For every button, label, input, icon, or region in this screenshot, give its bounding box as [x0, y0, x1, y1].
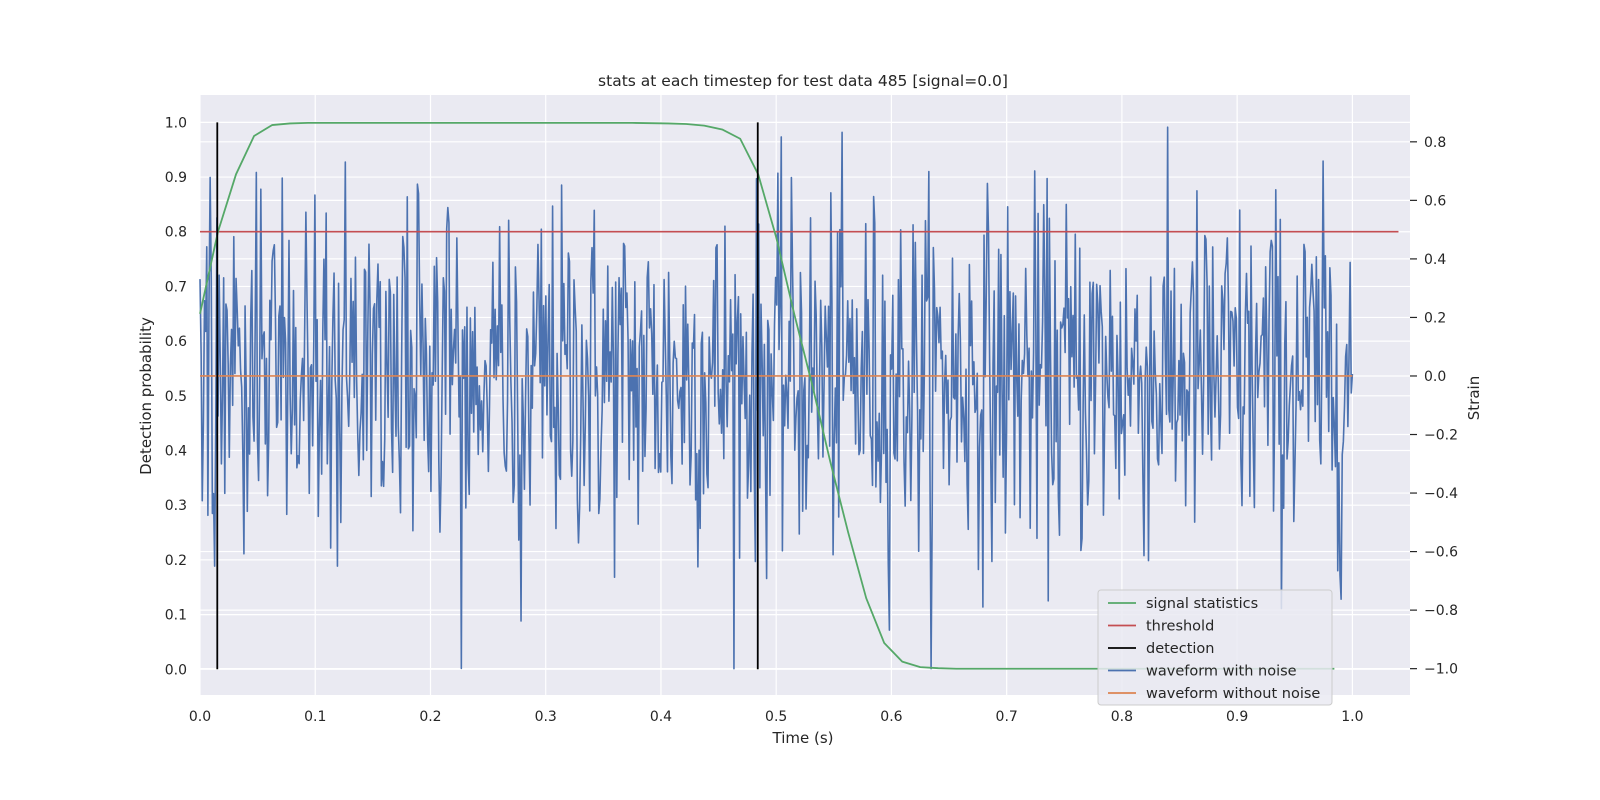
- x-tick-label: 0.3: [535, 709, 557, 725]
- x-tick-label: 0.8: [1111, 709, 1133, 725]
- y2-tick-label: −1.0: [1424, 662, 1458, 678]
- y-tick-label: 0.4: [165, 444, 187, 460]
- y2-axis-title: Strain: [1465, 376, 1483, 420]
- y-tick-label: 1.0: [165, 115, 187, 131]
- x-tick-label: 0.5: [765, 709, 787, 725]
- legend-label: waveform with noise: [1146, 664, 1297, 680]
- y-tick-label: 0.0: [165, 662, 187, 678]
- y2-tick-label: 0.4: [1424, 252, 1446, 268]
- y2-tick-label: −0.8: [1424, 603, 1458, 619]
- legend-label: detection: [1146, 641, 1214, 657]
- y2-tick-label: 0.0: [1424, 369, 1446, 385]
- y-tick-label: 0.5: [165, 389, 187, 405]
- x-tick-label: 0.7: [996, 709, 1018, 725]
- y2-tick-label: 0.8: [1424, 135, 1446, 151]
- x-tick-label: 0.4: [650, 709, 672, 725]
- y2-tick-label: −0.4: [1424, 486, 1458, 502]
- x-tick-label: 0.1: [304, 709, 326, 725]
- tick-labels: 0.0 0.1 0.2 0.3 0.4 0.5 0.6 0.7 0.8 0.9 1.0 0.0 0.1 0…: [165, 115, 1458, 725]
- legend-box: [1097, 589, 1333, 706]
- x-tick-label: 1.0: [1341, 709, 1363, 725]
- y-tick-label: 0.8: [165, 225, 187, 241]
- y2-tick-label: 0.6: [1424, 193, 1446, 209]
- y-tick-label: 0.9: [165, 170, 187, 186]
- y-axis-title: Detection probability: [137, 317, 155, 475]
- legend-label: threshold: [1146, 619, 1214, 635]
- y2-tick-label: −0.6: [1424, 545, 1458, 561]
- y2-tick-label: −0.2: [1424, 428, 1458, 444]
- y-tick-label: 0.7: [165, 279, 187, 295]
- y-tick-label: 0.6: [165, 334, 187, 350]
- x-axis-title: Time (s): [772, 729, 834, 747]
- legend-label: signal statistics: [1146, 596, 1258, 612]
- x-tick-label: 0.9: [1226, 709, 1248, 725]
- series-layer: [199, 121, 1399, 670]
- y-tick-label: 0.2: [165, 553, 187, 569]
- x-tick-label: 0.0: [189, 709, 211, 725]
- y-tick-label: 0.1: [165, 608, 187, 624]
- legend: signal statistics threshold detection wavef…: [1097, 589, 1333, 706]
- chart-title: stats at each timestep for test data 485…: [598, 72, 1008, 90]
- x-tick-label: 0.6: [880, 709, 902, 725]
- legend-label: waveform without noise: [1146, 686, 1320, 702]
- y2-tick-label: 0.2: [1424, 310, 1446, 326]
- y-tick-label: 0.3: [165, 498, 187, 514]
- x-tick-label: 0.2: [419, 709, 441, 725]
- series-waveform-with-noise: [199, 126, 1354, 670]
